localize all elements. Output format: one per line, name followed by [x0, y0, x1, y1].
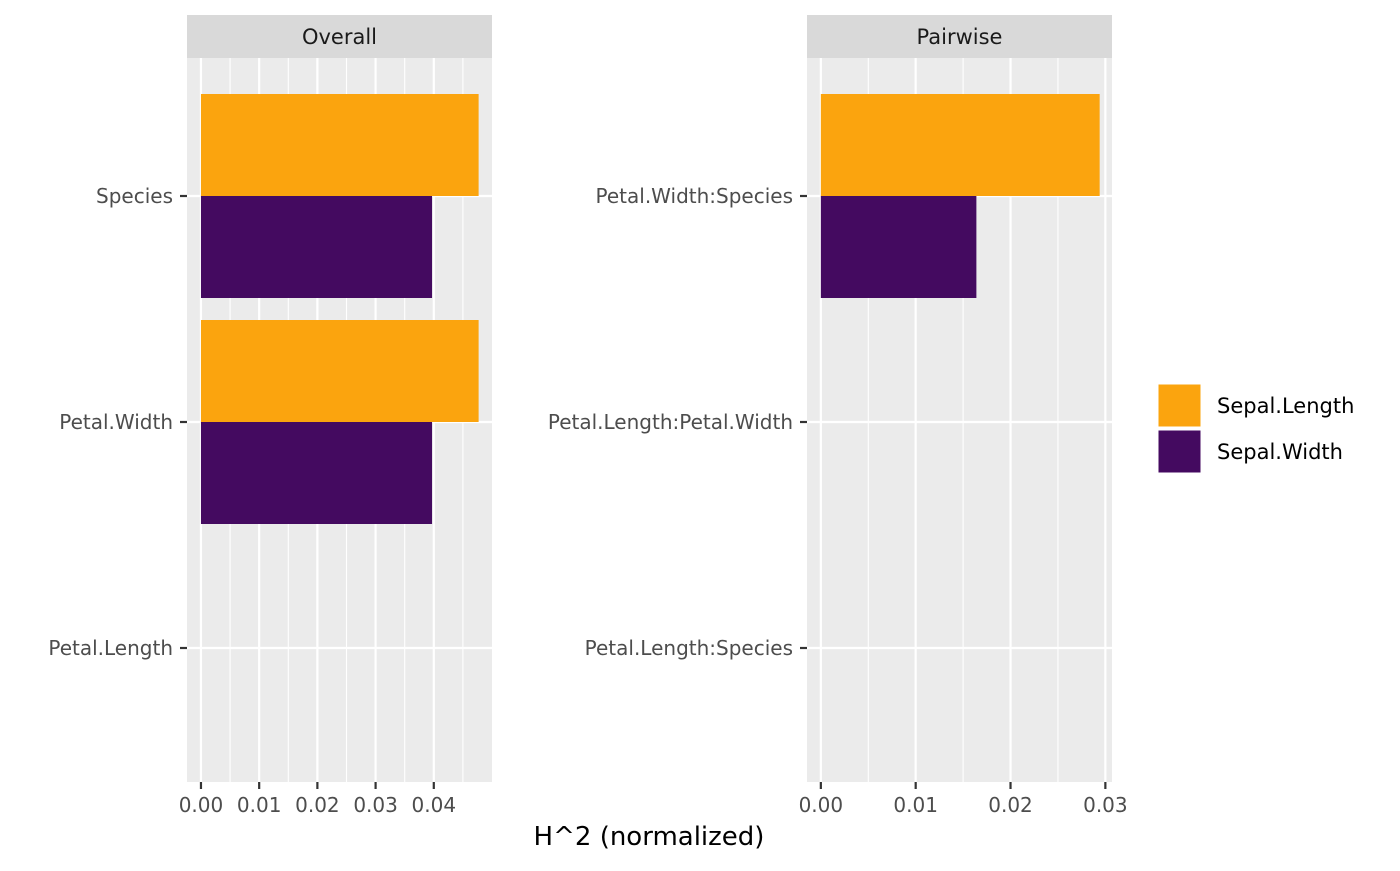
- bar-sepal-length-petal-width: [200, 320, 479, 422]
- legend-label-sepal-length: Sepal.Length: [1217, 394, 1354, 418]
- legend-label-sepal-width: Sepal.Width: [1217, 440, 1343, 464]
- y-tick-label-petal-length-species: Petal.Length:Species: [585, 636, 793, 660]
- y-tick-label-petal-length: Petal.Length: [48, 636, 173, 660]
- x-tick-label: 0.03: [1083, 793, 1128, 817]
- x-tick-label: 0.00: [179, 793, 224, 817]
- panels-layer: Overall Species Petal.Width Petal.Length 0.0…: [48, 15, 1128, 817]
- x-tick-label: 0.02: [295, 793, 340, 817]
- y-tick-label-species: Species: [96, 184, 173, 208]
- x-tick-label: 0.01: [237, 793, 282, 817]
- panel-pairwise: Pairwise Petal.Width:Species Petal.Length:…: [548, 15, 1128, 817]
- panel-title-pairwise: Pairwise: [917, 25, 1003, 49]
- legend-item-sepal-length: Sepal.Length: [1157, 383, 1354, 428]
- x-tick-label: 0.01: [893, 793, 938, 817]
- x-tick-label: 0.03: [353, 793, 398, 817]
- x-tick-label: 0.02: [988, 793, 1033, 817]
- strip-background: [807, 15, 1112, 58]
- y-tick-label-petal-width-species: Petal.Width:Species: [596, 184, 793, 208]
- panel-overall: Overall Species Petal.Width Petal.Length 0.0…: [48, 15, 492, 817]
- legend: Sepal.Length Sepal.Width: [1157, 383, 1354, 474]
- y-tick-label-petal-length-petal-width: Petal.Length:Petal.Width: [548, 410, 793, 434]
- x-axis-title: H^2 (normalized): [534, 822, 765, 852]
- x-tick-label: 0.00: [799, 793, 844, 817]
- bar-sepal-length-petal-width-species: [820, 94, 1100, 196]
- x-tick-label: 0.04: [412, 793, 457, 817]
- y-tick-label-petal-width: Petal.Width: [59, 410, 173, 434]
- bar-sepal-width-petal-width-species: [820, 196, 977, 298]
- panel-title-overall: Overall: [302, 25, 377, 49]
- legend-key-sepal-length: [1157, 383, 1202, 428]
- legend-key-sepal-width: [1157, 429, 1202, 474]
- bar-sepal-width-species: [200, 196, 433, 298]
- bar-sepal-width-petal-width: [200, 422, 433, 524]
- bar-sepal-length-species: [200, 94, 479, 196]
- legend-item-sepal-width: Sepal.Width: [1157, 429, 1343, 474]
- strip-background: [187, 15, 492, 58]
